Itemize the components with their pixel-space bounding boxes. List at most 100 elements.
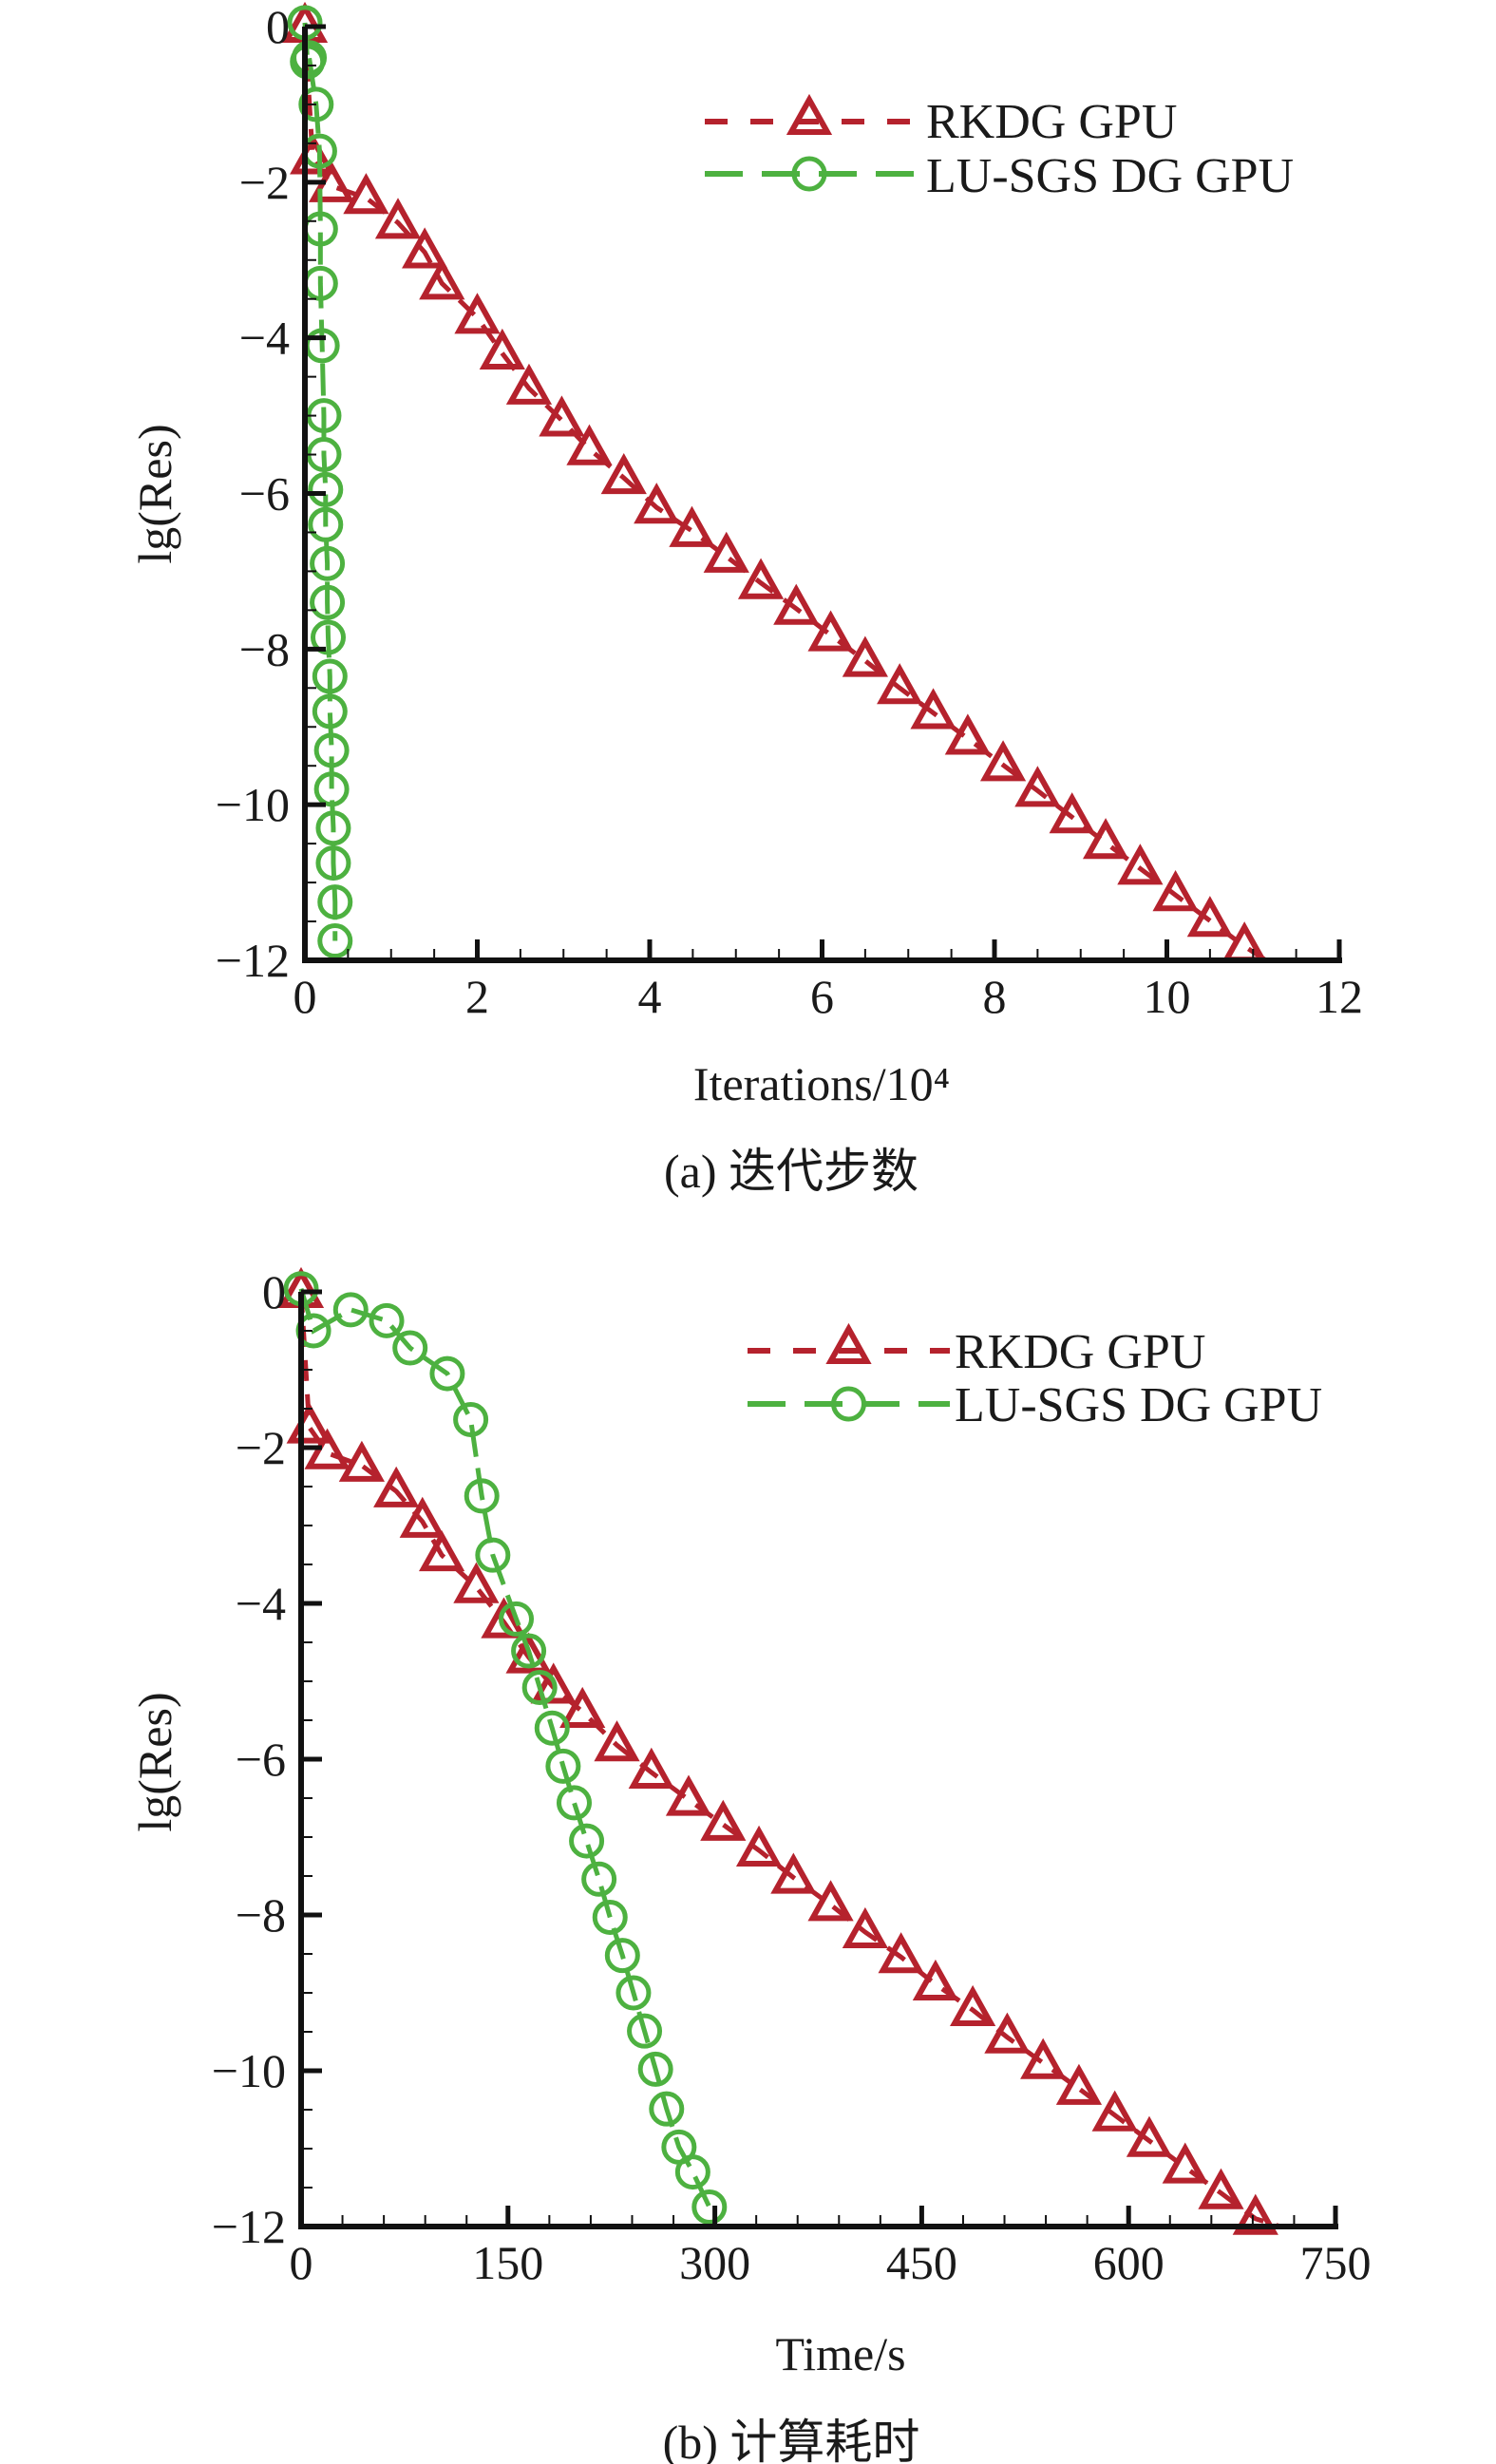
- y-axis-label: lg(Res): [128, 1692, 181, 1831]
- data-point-triangle: [453, 1562, 500, 1603]
- data-point-circle: [292, 40, 328, 76]
- data-point-triangle: [566, 424, 613, 465]
- y-tick-label: 0: [262, 1265, 286, 1318]
- data-point-triangle: [402, 227, 448, 269]
- legend: RKDG GPU LU-SGS DG GPU: [926, 95, 1294, 203]
- data-point-circle: [649, 2091, 685, 2127]
- data-point-triangle: [1020, 2038, 1067, 2079]
- data-point-circle: [313, 771, 350, 807]
- data-point-triangle: [703, 531, 749, 573]
- data-point-circle: [315, 810, 351, 846]
- data-point-triangle: [737, 558, 785, 599]
- data-point-triangle: [735, 1825, 783, 1867]
- data-point-triangle: [505, 1632, 552, 1674]
- y-tick-label: −12: [212, 2200, 286, 2253]
- data-point-triangle: [1221, 921, 1268, 963]
- data-point-triangle: [773, 583, 820, 625]
- x-tick-label: 450: [886, 2236, 957, 2289]
- y-tick-label: −6: [236, 1733, 286, 1786]
- data-point-circle: [581, 1861, 617, 1897]
- data-point-triangle: [399, 1496, 445, 1538]
- data-point-triangle: [419, 258, 465, 300]
- data-point-triangle: [842, 1906, 888, 1949]
- y-tick-label: 0: [266, 0, 290, 53]
- data-point-circle: [511, 1633, 547, 1669]
- data-point-circle: [453, 1401, 489, 1437]
- data-point-triangle: [1117, 843, 1164, 885]
- data-point-triangle: [807, 1880, 854, 1922]
- data-point-triangle: [1126, 2115, 1173, 2157]
- data-point-triangle: [984, 2012, 1031, 2054]
- chart-caption: (a) 迭代步数: [664, 1145, 918, 1198]
- data-point-circle: [615, 1975, 652, 2011]
- y-tick-label: −12: [216, 934, 290, 987]
- data-point-triangle: [304, 1428, 350, 1469]
- data-point-triangle: [600, 452, 647, 495]
- data-point-circle: [556, 1785, 592, 1821]
- data-point-circle: [369, 1302, 405, 1338]
- data-point-triangle: [669, 505, 715, 547]
- data-point-circle: [545, 1748, 581, 1784]
- data-point-triangle: [1055, 2063, 1103, 2105]
- data-point-triangle: [594, 1720, 640, 1762]
- data-point-triangle: [1162, 2142, 1208, 2184]
- data-point-triangle: [979, 740, 1027, 782]
- data-point-circle: [308, 471, 344, 507]
- legend-label-rkdg: RKDG GPU: [926, 95, 1177, 149]
- data-point-triangle: [634, 483, 680, 524]
- data-point-circle: [429, 1355, 465, 1392]
- data-point-triangle: [505, 363, 553, 405]
- data-point-circle: [534, 1710, 570, 1746]
- data-point-circle: [317, 923, 353, 959]
- legend-label-lusgs: LU-SGS DG GPU: [926, 149, 1294, 203]
- data-point-triangle: [770, 1852, 817, 1894]
- data-point-triangle: [878, 1932, 924, 1974]
- data-point-circle: [674, 2154, 710, 2190]
- y-tick-label: −4: [236, 1577, 286, 1630]
- data-point-circle: [310, 584, 346, 620]
- data-point-triangle: [286, 1402, 332, 1444]
- chart-time: lg(Res) Time/s (b) 计算耗时 RKDG GPU LU-SGS …: [128, 1265, 1372, 2464]
- data-point-triangle: [842, 635, 888, 677]
- y-tick-label: −10: [212, 2044, 286, 2097]
- data-point-triangle: [944, 713, 991, 755]
- data-point-circle: [637, 2051, 673, 2087]
- legend-marker-triangle: [786, 93, 833, 135]
- series-lusgs: [287, 5, 353, 959]
- data-point-triangle: [1186, 896, 1233, 938]
- x-tick-label: 10: [1144, 970, 1191, 1023]
- data-point-triangle: [877, 663, 923, 705]
- y-tick-label: −10: [216, 778, 290, 831]
- y-tick-label: −4: [239, 312, 290, 365]
- data-point-triangle: [338, 1440, 386, 1482]
- data-point-circle: [298, 86, 334, 123]
- series-rkdg: [281, 1, 1268, 963]
- series-line: [298, 1288, 712, 2208]
- data-point-circle: [569, 1823, 605, 1859]
- chart-iterations: lg(Res) Iterations/10⁴ (a) 迭代步数 RKDG GPU…: [128, 0, 1363, 1198]
- legend-label-lusgs: LU-SGS DG GPU: [955, 1378, 1322, 1432]
- series-lusgs: [283, 1271, 728, 2225]
- data-point-circle: [604, 1938, 640, 1974]
- data-point-triangle: [374, 198, 422, 239]
- data-point-triangle: [950, 1984, 996, 2027]
- y-tick-label: −8: [239, 622, 290, 675]
- data-point-triangle: [1082, 818, 1129, 860]
- data-point-triangle: [1198, 2168, 1244, 2209]
- x-tick-label: 150: [472, 2236, 543, 2289]
- x-tick-label: 0: [290, 2236, 313, 2289]
- data-point-triangle: [539, 395, 585, 437]
- legend-marker-triangle: [825, 1322, 872, 1364]
- data-point-circle: [392, 1330, 428, 1366]
- y-tick-label: −6: [239, 467, 290, 521]
- x-tick-label: 12: [1316, 970, 1363, 1023]
- chart-caption: (b) 计算耗时: [663, 2416, 920, 2464]
- data-point-circle: [312, 658, 348, 694]
- data-point-triangle: [1049, 792, 1095, 834]
- data-point-triangle: [807, 610, 854, 652]
- y-tick-label: −8: [236, 1888, 286, 1942]
- data-point-circle: [521, 1670, 558, 1706]
- data-point-triangle: [1232, 2193, 1278, 2235]
- data-point-circle: [315, 845, 351, 881]
- data-point-circle: [313, 732, 350, 768]
